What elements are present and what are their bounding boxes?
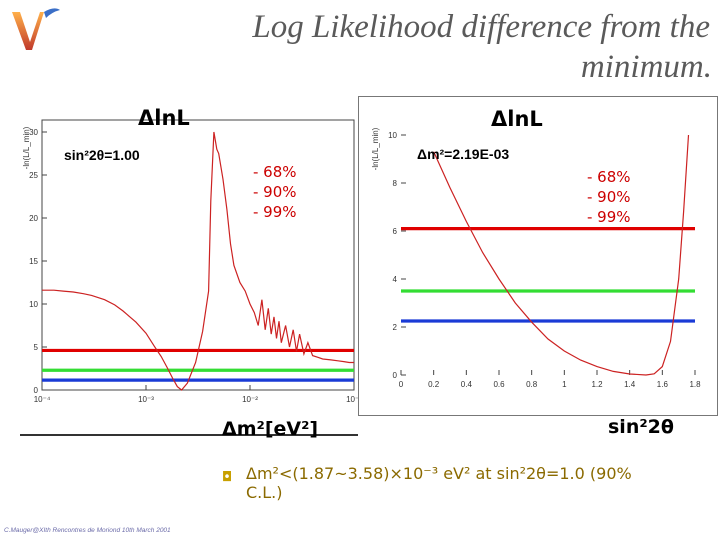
- slide-title-line1: Log Likelihood difference from the: [252, 9, 710, 45]
- y-tick-label: 15: [29, 257, 38, 266]
- x-tick-label: 0.4: [461, 380, 473, 389]
- x-tick-label: 10⁻²: [242, 395, 258, 404]
- x-tick-label: 0.8: [526, 380, 538, 389]
- chart-panel-sin22theta: 0 2 4 6 8 10 0 0.2 0.4 0.6 0.8 1 1.2 1.4 1.6 1.8 -ln(L…: [358, 96, 718, 416]
- footer-credit: C.Mauger@XIth Rencontres de Moriond 10th…: [4, 527, 171, 534]
- bullet-text-line1: Δm²<(1.87~3.58)×10⁻³ eV² at sin²2θ=1.0 (…: [246, 464, 632, 483]
- experiment-logo-icon: [12, 8, 60, 50]
- bullet-text-line2: C.L.): [246, 483, 283, 502]
- x-tick-label: 1.4: [624, 380, 636, 389]
- x-tick-label: 0: [399, 380, 404, 389]
- annotation-dm2: Δm²=2.19E-03: [417, 146, 509, 162]
- y-tick-label: 0: [34, 386, 39, 395]
- legend-entry-90: - 90%: [253, 183, 297, 201]
- bullet-text: Δm²<(1.87~3.58)×10⁻³ eV² at sin²2θ=1.0 (…: [246, 464, 632, 502]
- y-tick-label: 10: [29, 300, 38, 309]
- chart-dm2-likelihood: 0 5 10 15 20 25 30 10⁻⁴ 10⁻³ 10⁻² 10⁻¹ -ln(L/L_mi…: [20, 96, 362, 432]
- legend-right: - 68% - 90% - 99%: [587, 167, 631, 227]
- x-tick-label: 1.8: [689, 380, 701, 389]
- panel-label-left: ΔlnL: [138, 106, 190, 130]
- x-tick-label: 10⁻⁴: [34, 395, 51, 404]
- x-tick-label: 0.6: [493, 380, 505, 389]
- y-tick-label: 25: [29, 171, 38, 180]
- y-tick-label: 0: [393, 371, 398, 380]
- legend-left: - 68% - 90% - 99%: [253, 162, 297, 222]
- x-tick-label: 10⁻³: [138, 395, 154, 404]
- x-axis-title-dm2: Δm²[eV²]: [222, 418, 319, 440]
- y-tick-label: 5: [34, 343, 39, 352]
- legend-entry-90-right: - 90%: [587, 188, 631, 206]
- y-axis-label-right: -ln(L/L_min): [371, 127, 380, 170]
- x-tick-label: 0.2: [428, 380, 440, 389]
- likelihood-curve-sin22theta: [433, 134, 690, 376]
- y-tick-label: 30: [29, 128, 38, 137]
- x-axis-title-sin22theta: sin²2θ: [608, 416, 674, 438]
- y-tick-label: 8: [393, 179, 398, 188]
- chart-sin22theta-likelihood: 0 2 4 6 8 10 0 0.2 0.4 0.6 0.8 1 1.2 1.4 1.6 1.8 -ln(L…: [359, 97, 717, 415]
- y-tick-label: 4: [393, 275, 398, 284]
- chart-panel-dm2: 0 5 10 15 20 25 30 10⁻⁴ 10⁻³ 10⁻² 10⁻¹ -ln(L/L_mi…: [20, 96, 362, 436]
- x-tick-label: 10⁻¹: [346, 395, 358, 404]
- x-tick-label: 1: [562, 380, 567, 389]
- annotation-sin22theta: sin²2θ=1.00: [64, 147, 140, 163]
- y-tick-label: 2: [393, 323, 398, 332]
- legend-entry-68: - 68%: [253, 163, 297, 181]
- legend-entry-99: - 99%: [253, 203, 297, 221]
- bullet-icon: ◘: [222, 470, 233, 485]
- slide-title-line2: minimum.: [580, 49, 712, 85]
- x-tick-label: 1.6: [657, 380, 669, 389]
- legend-entry-99-right: - 99%: [587, 208, 631, 226]
- y-axis-label-left: -ln(L/L_min): [22, 126, 31, 169]
- likelihood-curve-dm2: [42, 131, 354, 391]
- y-tick-label: 10: [388, 131, 397, 140]
- y-tick-label: 20: [29, 214, 38, 223]
- plot-frame-right: [401, 133, 711, 411]
- legend-entry-68-right: - 68%: [587, 168, 631, 186]
- panel-label-right: ΔlnL: [491, 107, 543, 131]
- y-tick-label: 6: [393, 227, 398, 236]
- x-tick-label: 1.2: [591, 380, 603, 389]
